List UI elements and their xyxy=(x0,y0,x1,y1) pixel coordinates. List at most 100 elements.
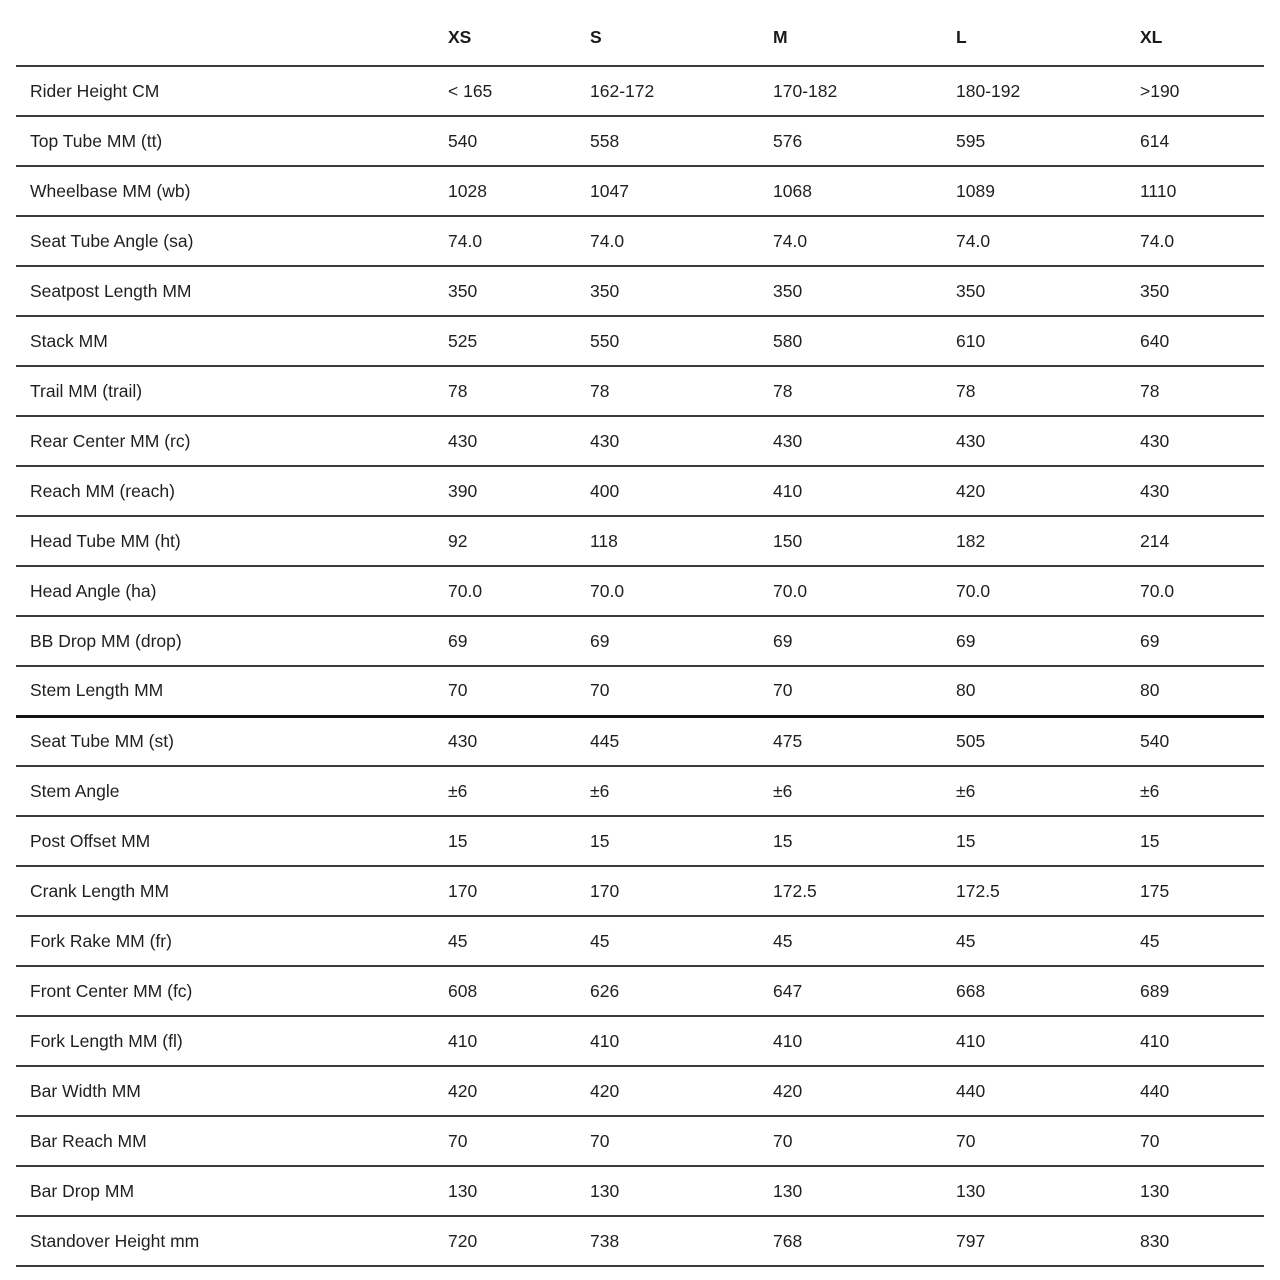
row-label: Reach MM (reach) xyxy=(30,480,175,501)
cell-value: 1047 xyxy=(590,180,629,201)
cell-value: ±6 xyxy=(1140,780,1160,801)
cell-value: 80 xyxy=(956,680,976,701)
header-spacer xyxy=(16,0,448,66)
cell-value: 390 xyxy=(448,480,478,501)
cell-value: 69 xyxy=(773,630,793,651)
row-label: Stem Length MM xyxy=(30,680,164,701)
cell-value: 214 xyxy=(1140,530,1170,551)
cell-value: 1110 xyxy=(1140,180,1177,201)
cell-value: 614 xyxy=(1140,130,1170,151)
row-label: Fork Length MM (fl) xyxy=(30,1030,183,1051)
cell-value: 420 xyxy=(590,1080,620,1101)
cell-value: 610 xyxy=(956,330,986,351)
cell-value: 172.5 xyxy=(773,880,817,901)
table-row: Stem Length MM 70 70 70 80 80 xyxy=(16,666,1264,716)
row-label: Fork Rake MM (fr) xyxy=(30,930,172,951)
table-row: Standover Height mm 720 738 768 797 830 xyxy=(16,1216,1264,1266)
row-label: Wheelbase MM (wb) xyxy=(30,180,191,201)
cell-value: 70 xyxy=(590,1130,610,1151)
cell-value: 540 xyxy=(448,130,478,151)
row-label: Rider Height CM xyxy=(30,80,160,101)
cell-value: 350 xyxy=(1140,280,1170,301)
cell-value: 576 xyxy=(773,130,803,151)
cell-value: 350 xyxy=(590,280,620,301)
cell-value: 420 xyxy=(956,480,986,501)
cell-value: 78 xyxy=(590,380,610,401)
cell-value: 78 xyxy=(773,380,793,401)
cell-value: 69 xyxy=(448,630,468,651)
cell-value: 74.0 xyxy=(448,230,483,251)
cell-value: 595 xyxy=(956,130,986,151)
cell-value: 580 xyxy=(773,330,803,351)
table-row: BB Drop MM (drop) 69 69 69 69 69 xyxy=(16,616,1264,666)
cell-value: 92 xyxy=(448,530,468,551)
cell-value: 350 xyxy=(956,280,986,301)
cell-value: 74.0 xyxy=(590,230,625,251)
cell-value: 130 xyxy=(1140,1180,1170,1201)
cell-value: ±6 xyxy=(773,780,793,801)
table-row: Bar Reach MM 70 70 70 70 70 xyxy=(16,1116,1264,1166)
cell-value: 15 xyxy=(773,830,793,851)
cell-value: 410 xyxy=(590,1030,620,1051)
table-row: Post Offset MM 15 15 15 15 15 xyxy=(16,816,1264,866)
cell-value: 420 xyxy=(448,1080,478,1101)
cell-value: 550 xyxy=(590,330,620,351)
table-row: Seatpost Length MM 350 350 350 350 350 xyxy=(16,266,1264,316)
row-label: Stack MM xyxy=(30,330,108,351)
cell-value: 70 xyxy=(773,680,793,701)
cell-value: 70 xyxy=(590,680,610,701)
geometry-table-wrapper: XS S M L XL Rider Height CM < 165 162-172 170-1… xyxy=(16,0,1264,1267)
cell-value: 69 xyxy=(956,630,976,651)
cell-value: 720 xyxy=(448,1230,478,1251)
cell-value: 162-172 xyxy=(590,80,655,101)
row-label: BB Drop MM (drop) xyxy=(30,630,182,651)
cell-value: 70.0 xyxy=(1140,580,1175,601)
row-label: Head Angle (ha) xyxy=(30,580,157,601)
row-label: Bar Reach MM xyxy=(30,1130,147,1151)
cell-value: 626 xyxy=(590,980,620,1001)
table-row: Stack MM 525 550 580 610 640 xyxy=(16,316,1264,366)
row-label: Standover Height mm xyxy=(30,1230,200,1251)
cell-value: 1089 xyxy=(956,180,995,201)
cell-value: 45 xyxy=(956,930,976,951)
cell-value: ±6 xyxy=(590,780,610,801)
row-label: Seat Tube MM (st) xyxy=(30,730,174,751)
cell-value: 797 xyxy=(956,1230,986,1251)
table-row: Seat Tube Angle (sa) 74.0 74.0 74.0 74.0 74.0 xyxy=(16,216,1264,266)
cell-value: 668 xyxy=(956,980,986,1001)
cell-value: 505 xyxy=(956,730,986,751)
table-row: Rear Center MM (rc) 430 430 430 430 430 xyxy=(16,416,1264,466)
cell-value: 430 xyxy=(448,730,478,751)
cell-value: 640 xyxy=(1140,330,1170,351)
cell-value: 150 xyxy=(773,530,803,551)
cell-value: 70 xyxy=(448,1130,468,1151)
cell-value: 830 xyxy=(1140,1230,1170,1251)
cell-value: 430 xyxy=(956,430,986,451)
table-row: Reach MM (reach) 390 400 410 420 430 xyxy=(16,466,1264,516)
cell-value: 410 xyxy=(956,1030,986,1051)
table-row: Rider Height CM < 165 162-172 170-182 180-19… xyxy=(16,66,1264,116)
cell-value: 440 xyxy=(1140,1080,1170,1101)
cell-value: 130 xyxy=(773,1180,803,1201)
cell-value: 170 xyxy=(590,880,620,901)
cell-value: 647 xyxy=(773,980,803,1001)
table-row: Wheelbase MM (wb) 1028 1047 1068 1089 1110 xyxy=(16,166,1264,216)
cell-value: 74.0 xyxy=(1140,230,1175,251)
cell-value: 738 xyxy=(590,1230,620,1251)
cell-value: ±6 xyxy=(448,780,468,801)
table-row: Trail MM (trail) 78 78 78 78 78 xyxy=(16,366,1264,416)
cell-value: 74.0 xyxy=(773,230,808,251)
cell-value: >190 xyxy=(1140,80,1180,101)
cell-value: 70.0 xyxy=(448,580,483,601)
row-label: Top Tube MM (tt) xyxy=(30,130,163,151)
row-label: Bar Width MM xyxy=(30,1080,141,1101)
row-label: Stem Angle xyxy=(30,780,120,801)
cell-value: 350 xyxy=(773,280,803,301)
column-header-s: S xyxy=(590,27,602,47)
cell-value: 130 xyxy=(448,1180,478,1201)
cell-value: 430 xyxy=(590,430,620,451)
row-label: Trail MM (trail) xyxy=(30,380,143,401)
cell-value: 15 xyxy=(956,830,976,851)
cell-value: 74.0 xyxy=(956,230,991,251)
